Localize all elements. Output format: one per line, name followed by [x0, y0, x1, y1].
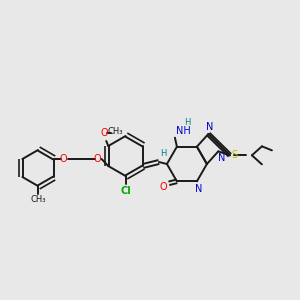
Text: N: N [206, 122, 213, 132]
Text: NH: NH [176, 126, 191, 136]
Text: O: O [159, 182, 167, 192]
Text: N: N [218, 153, 225, 164]
Text: O: O [94, 154, 101, 164]
Text: O: O [60, 154, 68, 164]
Text: CH₃: CH₃ [30, 194, 46, 203]
Text: Cl: Cl [120, 186, 131, 196]
Text: CH₃: CH₃ [107, 127, 123, 136]
Text: O: O [100, 128, 108, 138]
Text: H: H [160, 149, 166, 158]
Text: S: S [232, 150, 238, 160]
Text: N: N [195, 184, 203, 194]
Text: H: H [184, 118, 190, 127]
